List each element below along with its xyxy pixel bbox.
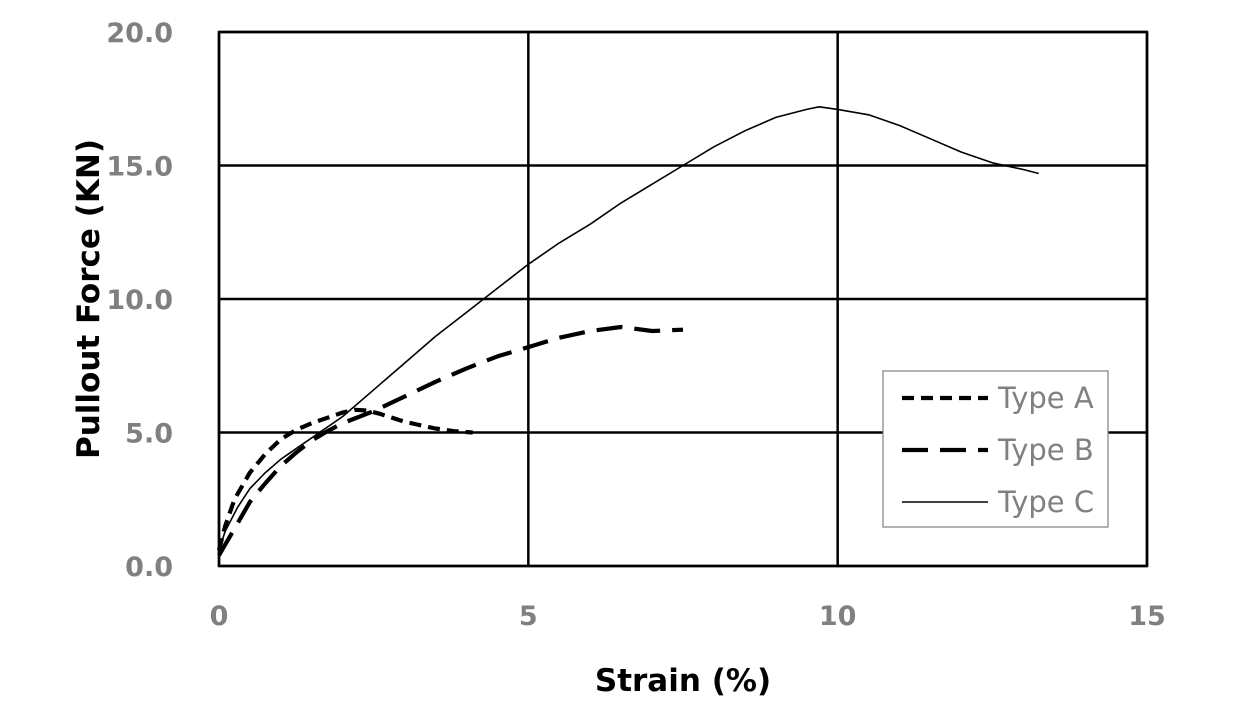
x-tick-label: 10 xyxy=(819,601,857,632)
x-tick-label: 0 xyxy=(210,601,229,632)
y-tick-label: 5.0 xyxy=(125,419,173,450)
y-axis-title: Pullout Force (KN) xyxy=(71,139,107,459)
y-tick-label: 20.0 xyxy=(106,18,173,49)
legend-item: Type B xyxy=(902,433,1094,467)
x-tick-label: 5 xyxy=(519,601,538,632)
x-axis-tick-labels: 0 5 10 15 xyxy=(210,601,1166,632)
legend-item: Type C xyxy=(902,485,1094,519)
x-axis-title: Strain (%) xyxy=(595,663,771,699)
y-tick-label: 0.0 xyxy=(125,552,173,583)
legend: Type A Type B Type C xyxy=(882,370,1109,528)
series-line-type-c xyxy=(218,106,1039,551)
series-lines xyxy=(216,106,1039,557)
plot-area-border xyxy=(217,30,1149,568)
x-tick-label: 15 xyxy=(1128,601,1166,632)
legend-label: Type B xyxy=(997,433,1094,467)
series-line-type-a xyxy=(216,407,473,551)
series-line-type-b xyxy=(217,324,684,557)
legend-label: Type A xyxy=(997,381,1094,415)
y-tick-label: 10.0 xyxy=(106,285,173,316)
y-axis-tick-labels: 0.0 5.0 10.0 15.0 20.0 xyxy=(106,18,173,583)
legend-label: Type C xyxy=(997,485,1094,519)
legend-item: Type A xyxy=(902,381,1094,415)
legend-items: Type A Type B Type C xyxy=(902,381,1094,519)
y-tick-label: 15.0 xyxy=(106,152,173,183)
